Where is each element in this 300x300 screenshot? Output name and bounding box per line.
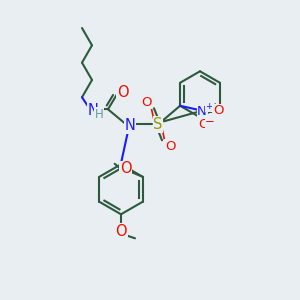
Text: O: O (115, 224, 127, 239)
Text: O: O (213, 104, 223, 117)
Text: H: H (94, 108, 103, 121)
Text: O: O (117, 85, 129, 100)
Text: O: O (120, 161, 131, 176)
Text: N: N (124, 118, 135, 133)
Text: O: O (141, 96, 151, 109)
Text: S: S (153, 117, 163, 132)
Text: N: N (197, 105, 207, 118)
Text: +: + (205, 102, 213, 111)
Text: O: O (198, 118, 208, 131)
Text: O: O (165, 140, 175, 153)
Text: N: N (88, 103, 98, 118)
Text: −: − (205, 115, 215, 128)
